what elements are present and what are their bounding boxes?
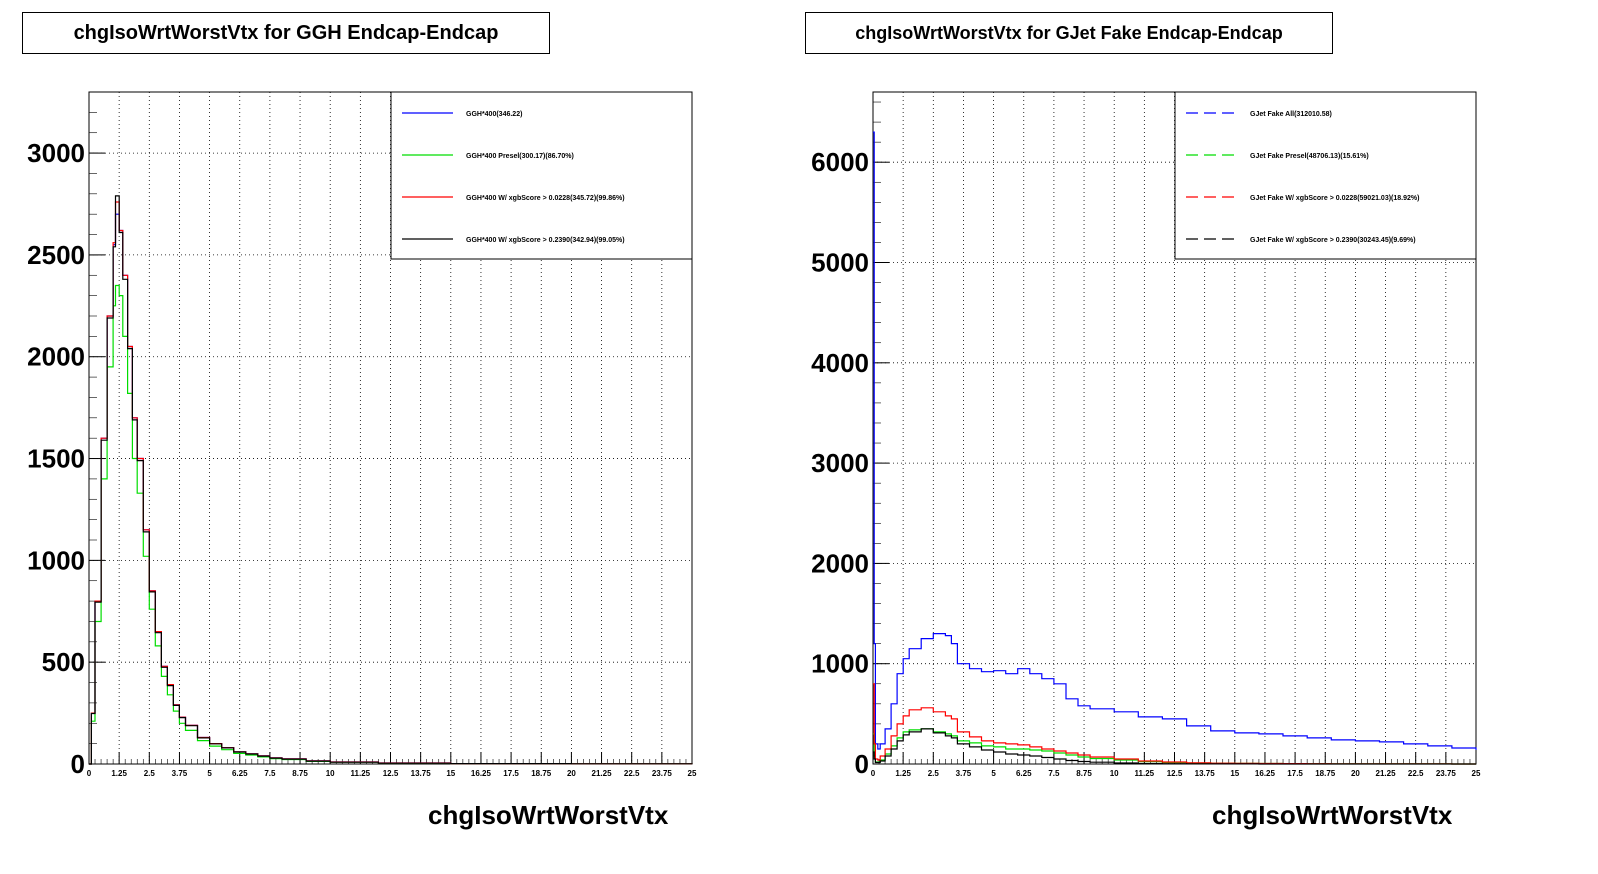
- series-line: [873, 131, 1477, 750]
- x-tick-label: 12.5: [1167, 769, 1183, 778]
- y-tick-label: 0: [71, 749, 85, 779]
- x-tick-label: 10: [1110, 769, 1119, 778]
- legend-entry-label: GGH*400 Presel(300.17)(86.70%): [466, 153, 574, 160]
- x-tick-label: 3.75: [172, 769, 188, 778]
- x-tick-label: 11.25: [351, 769, 371, 778]
- series-line: [873, 683, 1476, 765]
- x-tick-label: 3.75: [956, 769, 972, 778]
- x-tick-label: 12.5: [383, 769, 399, 778]
- x-tick-label: 25: [1472, 769, 1481, 778]
- x-tick-label: 10: [326, 769, 335, 778]
- x-tick-label: 23.75: [1436, 769, 1457, 778]
- y-tick-label: 2000: [811, 548, 869, 578]
- x-tick-label: 23.75: [652, 769, 673, 778]
- x-tick-label: 21.25: [1376, 769, 1397, 778]
- y-tick-label: 4000: [811, 348, 869, 378]
- x-tick-label: 18.75: [1315, 769, 1336, 778]
- y-tick-label: 1500: [27, 444, 85, 474]
- chart-title: chgIsoWrtWorstVtx for GJet Fake Endcap-E…: [805, 12, 1333, 54]
- chart-canvas: 0 1.25 2.5 3.75 5 6.25 7.5 8.75 10 11.25 12.5 13.75…: [27, 91, 697, 779]
- x-tick-label: 13.75: [1195, 769, 1216, 778]
- legend-box: [390, 91, 693, 260]
- legend-entry-label: GJet Fake All(312010.58): [1250, 111, 1332, 118]
- x-tick-label: 5: [207, 769, 212, 778]
- legend-entry-label: GGH*400 W/ xgbScore > 0.0228(345.72)(99.…: [466, 195, 625, 202]
- x-tick-label: 20: [567, 769, 576, 778]
- x-tick-label: 0: [871, 769, 876, 778]
- right-chart-panel: chgIsoWrtWorstVtx for GJet Fake Endcap-E…: [799, 0, 1598, 874]
- y-tick-label: 1000: [811, 649, 869, 679]
- y-tick-label: 2500: [27, 240, 85, 270]
- x-tick-label: 2.5: [144, 769, 156, 778]
- series-line: [873, 728, 1476, 765]
- chart-canvas: 0 1.25 2.5 3.75 5 6.25 7.5 8.75 10 11.25 12.5 13.75…: [811, 91, 1481, 779]
- y-tick-label: 6000: [811, 147, 869, 177]
- x-tick-label: 6.25: [232, 769, 248, 778]
- y-tick-label: 5000: [811, 248, 869, 278]
- y-tick-label: 3000: [27, 138, 85, 168]
- y-tick-label: 2000: [27, 342, 85, 372]
- x-tick-label: 16.25: [471, 769, 492, 778]
- legend-box: [1174, 91, 1477, 260]
- x-axis-title: chgIsoWrtWorstVtx: [1212, 800, 1453, 830]
- x-tick-label: 13.75: [411, 769, 432, 778]
- x-tick-label: 16.25: [1255, 769, 1276, 778]
- y-tick-label: 0: [855, 749, 869, 779]
- x-tick-label: 22.5: [624, 769, 640, 778]
- x-tick-label: 22.5: [1408, 769, 1424, 778]
- x-tick-label: 25: [688, 769, 697, 778]
- x-tick-label: 0: [87, 769, 92, 778]
- series-line: [89, 195, 693, 765]
- legend-entry-label: GJet Fake W/ xgbScore > 0.2390(30243.45)…: [1250, 237, 1416, 244]
- x-axis-title: chgIsoWrtWorstVtx: [428, 800, 669, 830]
- x-tick-label: 20: [1351, 769, 1360, 778]
- x-tick-label: 2.5: [928, 769, 940, 778]
- legend-entry-label: GJet Fake W/ xgbScore > 0.0228(59021.03)…: [1250, 195, 1419, 202]
- legend-entry-label: GGH*400(346.22): [466, 111, 522, 118]
- x-tick-label: 1.25: [111, 769, 127, 778]
- x-tick-label: 7.5: [1048, 769, 1060, 778]
- left-chart-panel: chgIsoWrtWorstVtx for GGH Endcap-Endcap …: [22, 12, 697, 830]
- series-line: [89, 201, 693, 765]
- x-tick-label: 21.25: [592, 769, 613, 778]
- x-tick-label: 6.25: [1016, 769, 1032, 778]
- x-tick-label: 11.25: [1135, 769, 1155, 778]
- x-tick-label: 8.75: [1076, 769, 1092, 778]
- x-tick-label: 15: [1230, 769, 1239, 778]
- x-tick-label: 17.5: [503, 769, 519, 778]
- x-tick-label: 1.25: [895, 769, 911, 778]
- legend-entry-label: GGH*400 W/ xgbScore > 0.2390(342.94)(99.…: [466, 237, 625, 244]
- y-tick-label: 500: [42, 647, 85, 677]
- legend-entry-label: GJet Fake Presel(48706.13)(15.61%): [1250, 153, 1369, 160]
- x-tick-label: 7.5: [264, 769, 276, 778]
- y-tick-label: 1000: [27, 545, 85, 575]
- x-tick-label: 18.75: [531, 769, 552, 778]
- x-tick-label: 8.75: [292, 769, 308, 778]
- x-tick-label: 17.5: [1287, 769, 1303, 778]
- x-tick-label: 15: [446, 769, 455, 778]
- x-tick-label: 5: [991, 769, 996, 778]
- y-tick-label: 3000: [811, 448, 869, 478]
- chart-title: chgIsoWrtWorstVtx for GGH Endcap-Endcap: [22, 12, 550, 54]
